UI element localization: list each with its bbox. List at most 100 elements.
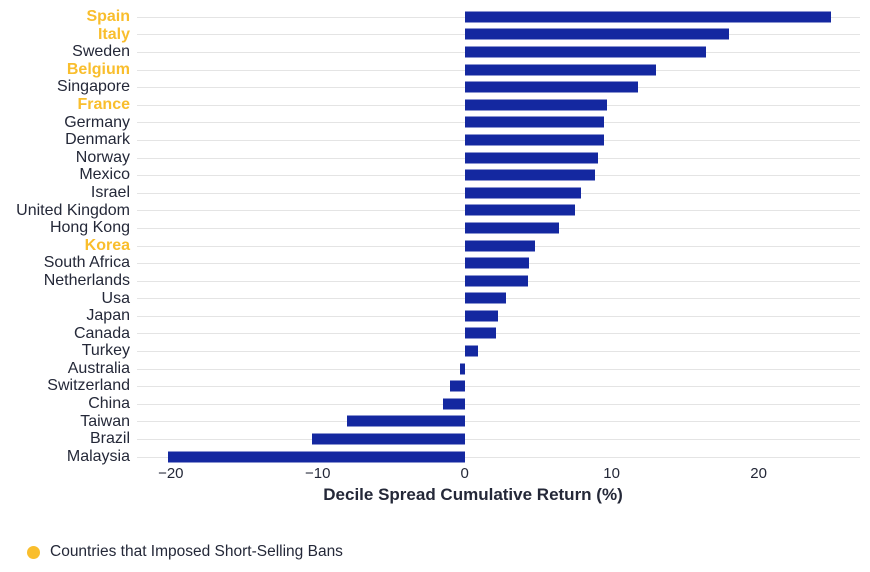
plot-area-row bbox=[137, 237, 860, 255]
category-label: Germany bbox=[64, 113, 130, 131]
plot-area-row bbox=[137, 325, 860, 343]
plot-area-row bbox=[137, 219, 860, 237]
bar bbox=[464, 99, 608, 111]
gridline bbox=[137, 439, 860, 441]
x-axis-title: Decile Spread Cumulative Return (%) bbox=[323, 485, 623, 505]
bar-row: South Africa bbox=[0, 254, 870, 272]
bar bbox=[464, 64, 656, 76]
plot-area-row bbox=[137, 448, 860, 466]
category-label: France bbox=[77, 95, 130, 113]
bar bbox=[450, 380, 465, 392]
bar bbox=[464, 204, 575, 216]
bar bbox=[167, 451, 465, 463]
gridline bbox=[137, 368, 860, 370]
plot-area-row bbox=[137, 290, 860, 308]
bar bbox=[464, 28, 730, 40]
bar-row: China bbox=[0, 395, 870, 413]
category-label: Sweden bbox=[72, 43, 130, 61]
bar bbox=[464, 292, 506, 304]
plot-area-row bbox=[137, 184, 860, 202]
bar bbox=[464, 240, 536, 252]
bar-row: Usa bbox=[0, 290, 870, 308]
bar-row: Taiwan bbox=[0, 413, 870, 431]
category-label: Korea bbox=[84, 236, 130, 254]
x-tick-label: −20 bbox=[158, 465, 184, 483]
bar bbox=[464, 81, 639, 93]
x-tick-label: −10 bbox=[305, 465, 331, 483]
bar bbox=[464, 345, 478, 357]
bar bbox=[347, 415, 465, 427]
category-label: Norway bbox=[75, 148, 130, 166]
plot-area-row bbox=[137, 377, 860, 395]
bar-row: Denmark bbox=[0, 131, 870, 149]
x-axis-ticks: −20 −10 0 10 20 bbox=[137, 465, 860, 482]
bar-row: Switzerland bbox=[0, 377, 870, 395]
x-axis-title-row: Decile Spread Cumulative Return (%) bbox=[0, 485, 870, 507]
bar-row: Hong Kong bbox=[0, 219, 870, 237]
plot-area-row bbox=[137, 114, 860, 132]
bar-row: Italy bbox=[0, 26, 870, 44]
bar-row: Germany bbox=[0, 114, 870, 132]
category-label: South Africa bbox=[43, 254, 130, 272]
bar-row: Netherlands bbox=[0, 272, 870, 290]
bar bbox=[464, 46, 706, 58]
bar-row: United Kingdom bbox=[0, 202, 870, 220]
gridline bbox=[137, 315, 860, 317]
bar bbox=[464, 327, 496, 339]
plot-area-row bbox=[137, 254, 860, 272]
bar-row: Korea bbox=[0, 237, 870, 255]
bar-rows: Spain Italy Sweden Belgium Singapore France Ge… bbox=[0, 8, 870, 465]
gridline bbox=[137, 333, 860, 335]
plot-area-row bbox=[137, 307, 860, 325]
plot-area-row bbox=[137, 272, 860, 290]
category-label: Spain bbox=[86, 8, 130, 25]
bar-row: Brazil bbox=[0, 430, 870, 448]
plot-area-row bbox=[137, 8, 860, 26]
category-label: Turkey bbox=[81, 342, 130, 360]
category-label: Usa bbox=[101, 289, 130, 307]
category-label: Hong Kong bbox=[49, 219, 130, 237]
category-label: Australia bbox=[67, 359, 130, 377]
plot-area-row bbox=[137, 202, 860, 220]
bar-row: Japan bbox=[0, 307, 870, 325]
legend: Countries that Imposed Short-Selling Ban… bbox=[27, 543, 870, 561]
plot-area-row bbox=[137, 78, 860, 96]
category-label: United Kingdom bbox=[16, 201, 130, 219]
legend-label: Countries that Imposed Short-Selling Ban… bbox=[50, 543, 343, 561]
bar-row: Israel bbox=[0, 184, 870, 202]
bar bbox=[464, 187, 581, 199]
bar bbox=[464, 116, 605, 128]
category-label: Italy bbox=[97, 25, 130, 43]
gridline bbox=[137, 403, 860, 405]
bar bbox=[464, 257, 530, 269]
bar-row: Australia bbox=[0, 360, 870, 378]
bar-row: Belgium bbox=[0, 61, 870, 79]
plot-area-row bbox=[137, 43, 860, 61]
bar-row: Norway bbox=[0, 149, 870, 167]
bar-row: Mexico bbox=[0, 166, 870, 184]
category-label: Israel bbox=[90, 183, 130, 201]
bar-row: Spain bbox=[0, 8, 870, 26]
category-label: Mexico bbox=[79, 166, 130, 184]
category-label: Brazil bbox=[89, 430, 130, 448]
plot-area-row bbox=[137, 131, 860, 149]
category-label: Denmark bbox=[65, 131, 130, 149]
category-label: Singapore bbox=[57, 78, 130, 96]
bar-row: Sweden bbox=[0, 43, 870, 61]
plot-area-row bbox=[137, 149, 860, 167]
category-label: Taiwan bbox=[80, 412, 130, 430]
gridline bbox=[137, 456, 860, 458]
gridline bbox=[137, 351, 860, 353]
bar bbox=[464, 169, 596, 181]
bar bbox=[464, 275, 528, 287]
category-label: Canada bbox=[73, 324, 130, 342]
bar bbox=[442, 398, 465, 410]
bar bbox=[311, 433, 465, 445]
category-label: Malaysia bbox=[66, 447, 130, 465]
x-tick-label: 20 bbox=[750, 465, 767, 483]
plot-area-row bbox=[137, 342, 860, 360]
bar bbox=[464, 310, 499, 322]
x-tick-label: 10 bbox=[603, 465, 620, 483]
plot-area-row bbox=[137, 61, 860, 79]
